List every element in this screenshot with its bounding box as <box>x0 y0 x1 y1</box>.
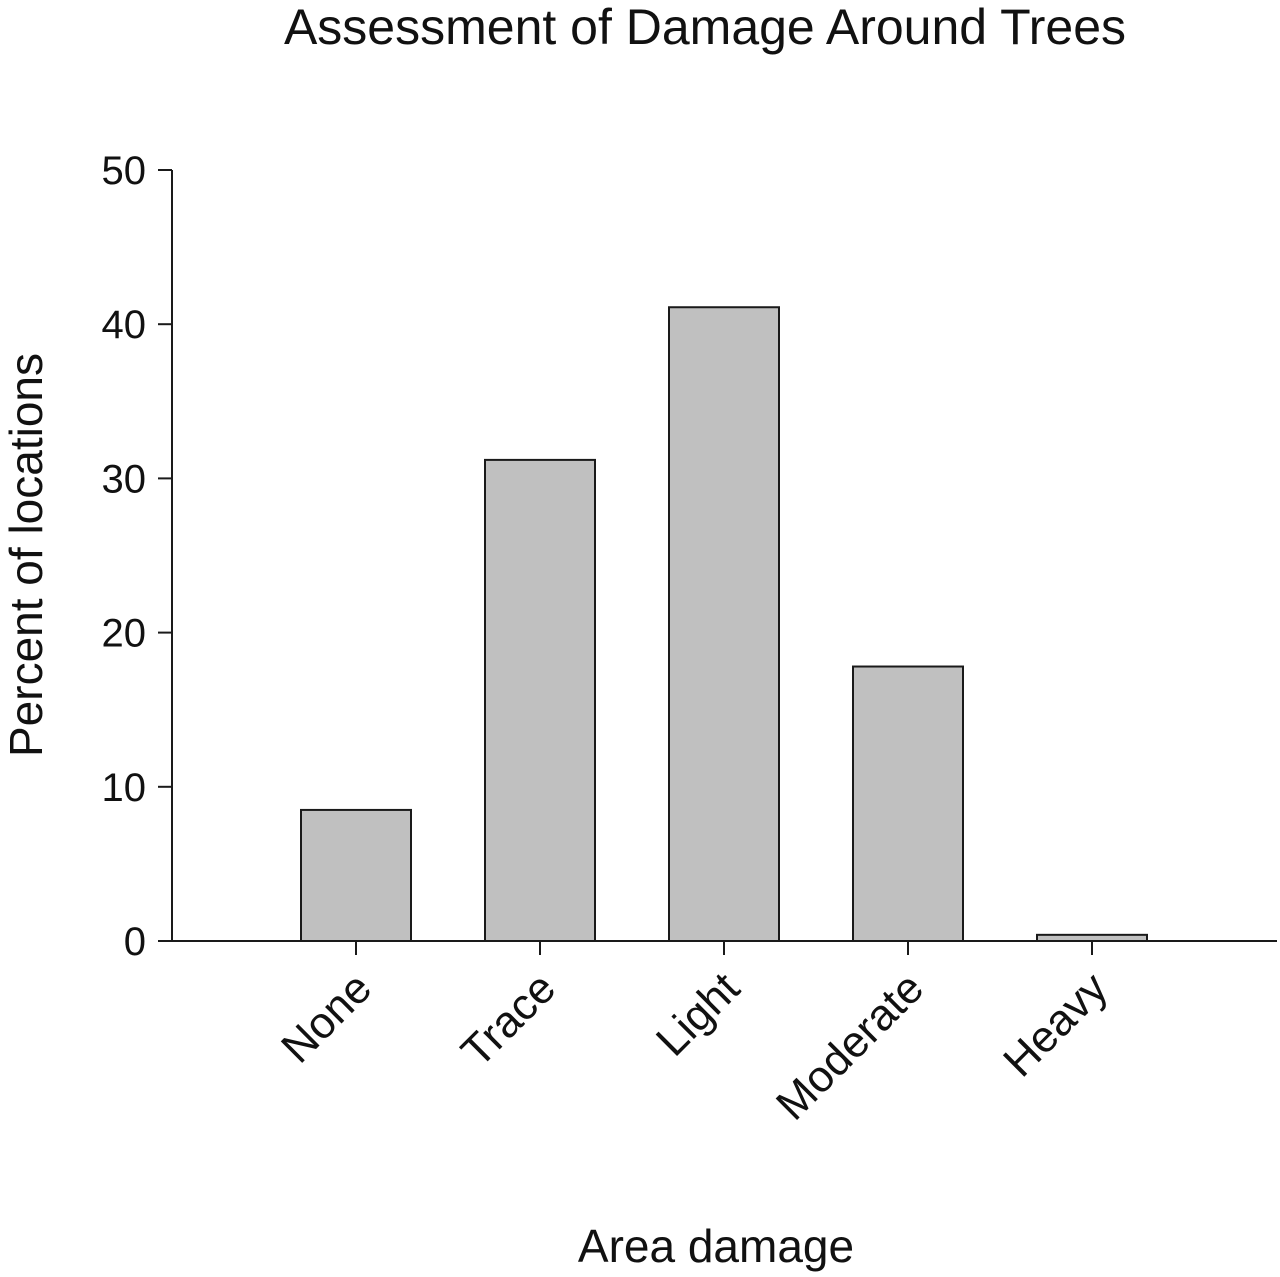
bar-trace <box>484 458 596 942</box>
y-tick-label: 20 <box>102 612 147 656</box>
x-tick-label-none: None <box>272 963 381 1072</box>
x-axis-title: Area damage <box>578 1220 854 1272</box>
x-tick-label-heavy: Heavy <box>994 963 1117 1086</box>
bar-none <box>300 808 412 942</box>
bar-light <box>668 306 780 943</box>
x-tick-label-light: Light <box>647 963 749 1065</box>
y-tick-label: 10 <box>102 766 147 810</box>
x-ticks-layer: None Trace Light Moderate Heavy <box>272 941 1117 1130</box>
bars-layer <box>300 306 1148 943</box>
y-ticks-layer: 0 10 20 30 40 50 <box>102 149 172 964</box>
y-tick-label: 40 <box>102 303 147 347</box>
y-tick-label: 30 <box>102 457 147 501</box>
bar-moderate <box>852 665 964 942</box>
chart-title: Assessment of Damage Around Trees <box>284 0 1126 55</box>
y-tick-label: 50 <box>102 149 147 193</box>
y-tick-label: 0 <box>124 920 146 964</box>
x-tick-label-trace: Trace <box>452 963 565 1076</box>
y-axis-title: Percent of locations <box>0 353 52 757</box>
x-tick-label-moderate: Moderate <box>767 963 933 1129</box>
